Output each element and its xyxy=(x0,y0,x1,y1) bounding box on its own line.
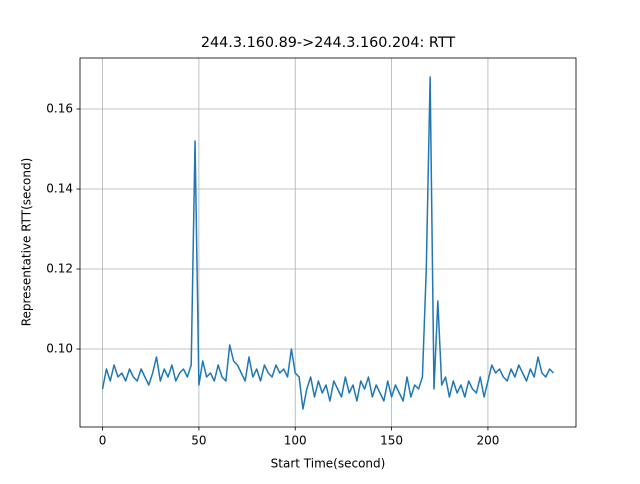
y-tick-label: 0.10 xyxy=(46,342,73,356)
x-tick-label: 200 xyxy=(476,434,499,448)
y-tick-label: 0.14 xyxy=(46,182,73,196)
data-line xyxy=(101,76,554,410)
y-axis-label: Representative RTT(second) xyxy=(20,158,34,327)
x-tick-label: 100 xyxy=(284,434,307,448)
x-tick-label: 150 xyxy=(380,434,403,448)
x-tick-label: 50 xyxy=(191,434,206,448)
x-axis-label: Start Time(second) xyxy=(271,457,386,471)
plot-frame xyxy=(79,57,577,428)
chart-title: 244.3.160.89->244.3.160.204: RTT xyxy=(201,35,456,51)
x-tick-label: 0 xyxy=(99,434,107,448)
y-tick-label: 0.12 xyxy=(46,262,73,276)
y-tick-label: 0.16 xyxy=(46,102,73,116)
